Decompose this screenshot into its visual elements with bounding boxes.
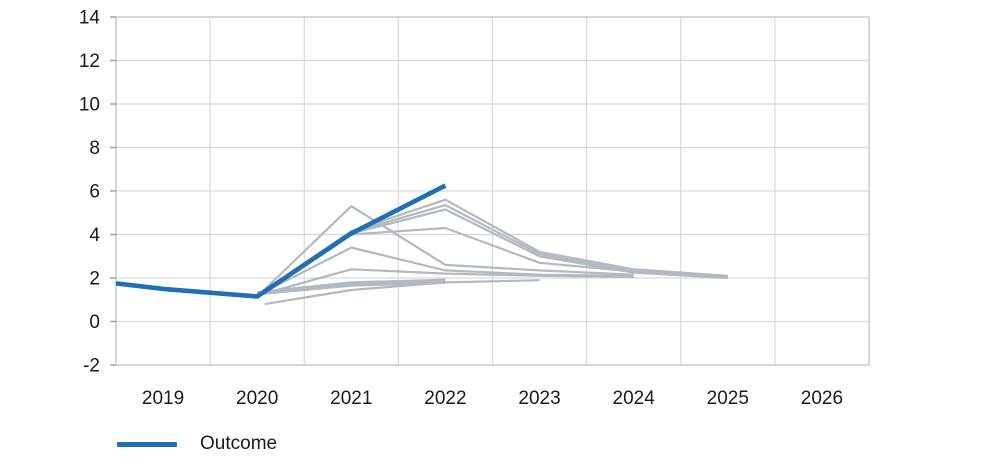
y-axis-tick-label: 12 [79,51,100,72]
x-axis-tick-label: 2026 [801,388,843,409]
x-axis-tick-label: 2024 [613,388,656,409]
y-axis-tick-label: -2 [83,356,100,377]
x-axis-tick-label: 2020 [236,388,278,409]
y-axis-tick-label: 0 [89,312,100,333]
x-axis-tick-label: 2019 [142,388,184,409]
y-axis-tick-label: 2 [89,269,100,290]
x-axis-tick-label: 2025 [707,388,749,409]
forecast-line-forecast-vintage-1 [264,279,540,306]
forecast-line-forecast-vintage-3 [257,280,446,295]
y-axis-tick-label: 6 [89,182,100,203]
chart-legend: Outcome [117,433,277,455]
forecast-line-forecast-vintage-2 [257,281,446,296]
forecast-line-forecast-vintage-7 [256,205,634,298]
y-axis-tick-label: 14 [79,8,101,29]
outcome-legend-label: Outcome [200,433,278,454]
x-axis-tick-label: 2023 [518,388,560,409]
outcome-legend-swatch [117,441,177,447]
forecast-line-forecast-vintage-4 [257,278,446,294]
y-axis-tick-label: 8 [89,138,100,159]
forecast-line-forecast-vintage-6 [256,246,634,297]
x-axis-tick-label: 2022 [424,388,466,409]
y-axis-tick-label: 4 [89,225,100,246]
x-axis-tick-label: 2021 [330,388,372,409]
y-axis-tick-label: 10 [79,95,100,116]
outcome-line [115,183,447,299]
